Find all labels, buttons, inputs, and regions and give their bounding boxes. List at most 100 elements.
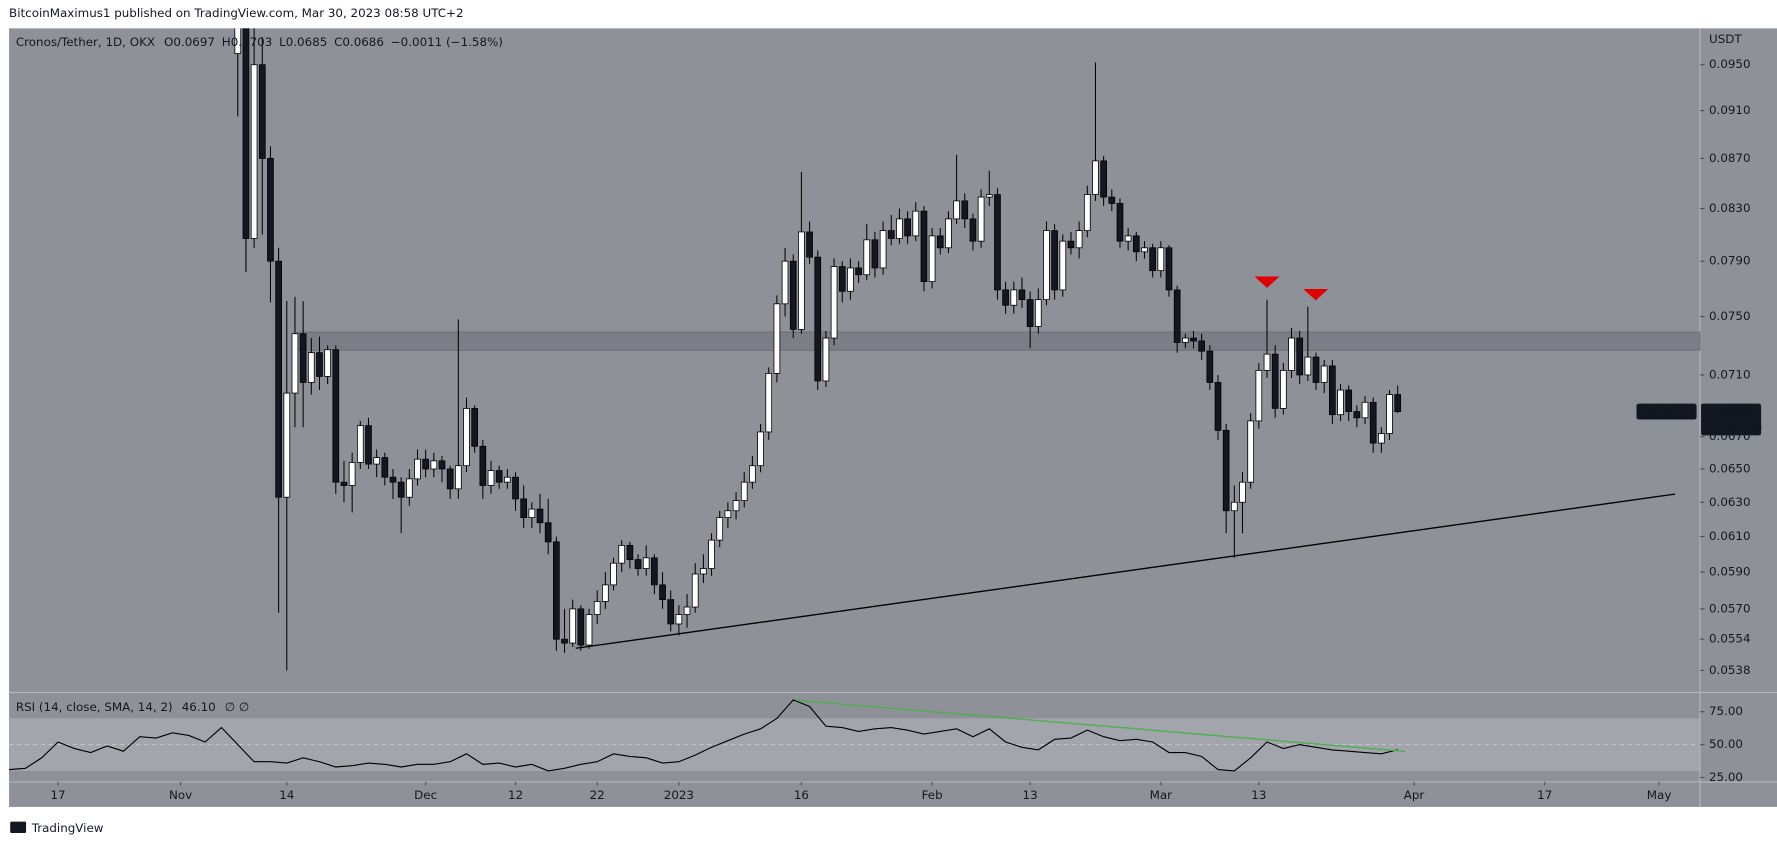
y-tick-label: 0.0750 <box>1709 309 1751 323</box>
candle-body <box>879 230 887 269</box>
candle-body <box>700 568 707 575</box>
candle-body <box>740 481 748 501</box>
candle-body <box>267 158 274 262</box>
candle-body <box>365 425 372 465</box>
x-tick-label: 17 <box>51 788 66 802</box>
candle-body <box>1190 337 1197 342</box>
candle-body <box>463 408 470 467</box>
footer-logo: TradingView <box>10 821 104 835</box>
ohlc-value: 0.0686 <box>342 34 384 48</box>
candle-body <box>1271 353 1279 409</box>
candle-body <box>1345 389 1353 412</box>
ohlc-letter: L <box>279 34 286 48</box>
rsi-line <box>9 699 1398 772</box>
y-tick-label: 0.0538 <box>1709 663 1751 677</box>
candle-body <box>887 230 895 239</box>
x-tick-label: 14 <box>279 788 294 802</box>
candle-body <box>561 638 568 644</box>
candle-body <box>1141 247 1148 253</box>
candle-body <box>405 478 413 498</box>
y-tick-label: 0.0910 <box>1709 103 1751 117</box>
candle-body <box>626 545 634 560</box>
candle-body <box>348 462 356 486</box>
rsi-extra: ∅ ∅ <box>225 700 249 714</box>
x-tick-label: 12 <box>508 788 523 802</box>
candle-body <box>1222 429 1230 512</box>
candle-body <box>1239 481 1246 503</box>
y-tick-label: 0.0630 <box>1709 495 1751 509</box>
candle-body <box>953 200 960 220</box>
x-tick-label: 17 <box>1537 788 1552 802</box>
candle-body <box>1206 350 1214 383</box>
candle-body <box>928 235 936 283</box>
candle-body <box>724 510 732 519</box>
candle-body <box>716 517 724 541</box>
y-tick-label: 0.0870 <box>1709 151 1751 165</box>
ohlc-value: 0.0697 <box>173 34 215 48</box>
candle-body <box>642 557 650 569</box>
x-tick-label: Nov <box>169 788 192 802</box>
candle-body <box>1386 394 1393 434</box>
candle-body <box>593 601 601 615</box>
x-tick-label: 13 <box>1251 788 1266 802</box>
rsi-lines <box>9 699 1398 772</box>
candle-body <box>667 599 675 625</box>
candle-body <box>675 614 683 625</box>
candle-body <box>1034 299 1042 327</box>
y-tick-label: 0.0610 <box>1709 529 1751 543</box>
candle-body <box>691 573 699 608</box>
candle-body <box>961 200 969 220</box>
candle-body <box>1067 240 1075 249</box>
candle-body <box>814 256 822 382</box>
candle-body <box>438 460 446 470</box>
rsi-tick-label: 75.00 <box>1709 704 1743 718</box>
candle-body <box>863 239 871 276</box>
ticker-box <box>1636 403 1697 420</box>
candle-body <box>1124 235 1132 242</box>
candle-body <box>806 231 813 258</box>
x-tick-label: Mar <box>1150 788 1173 802</box>
candle-body <box>1051 230 1058 291</box>
candle-body <box>732 500 740 512</box>
red-marker <box>1254 276 1280 288</box>
candle-body <box>830 266 838 339</box>
candle-body <box>553 541 560 640</box>
candle-body <box>479 445 487 486</box>
candle-body <box>945 218 952 249</box>
candle-body <box>1320 365 1328 383</box>
rsi-tick-label: 25.00 <box>1709 770 1743 784</box>
candle-body <box>936 235 944 249</box>
candle-body <box>912 210 920 237</box>
red-marker <box>1303 288 1329 301</box>
candle-body <box>487 470 495 486</box>
candle-body <box>397 481 405 498</box>
candle-body <box>969 218 977 242</box>
candle-body <box>977 196 985 242</box>
candle-body <box>454 465 462 490</box>
candle-body <box>1100 160 1107 198</box>
candle-body <box>1214 382 1222 431</box>
candle-body <box>610 562 617 586</box>
candle-body <box>1263 353 1271 371</box>
x-tick-label: 2023 <box>664 788 694 802</box>
logo-mark <box>10 821 27 833</box>
candle-body <box>585 614 593 646</box>
currency-label: USDT <box>1709 32 1742 46</box>
candle-body <box>749 465 756 483</box>
candle-body <box>1149 247 1156 272</box>
x-tick-label: 22 <box>590 788 605 802</box>
candle-body <box>1043 230 1050 301</box>
candle-body <box>798 231 805 330</box>
candle-body <box>1010 289 1018 306</box>
candle-body <box>683 606 691 615</box>
candle-body <box>332 349 340 483</box>
countdown-label: 17:01:28 <box>1709 419 1762 433</box>
candle-body <box>708 539 715 569</box>
candle-body <box>234 28 242 54</box>
candle-body <box>1394 394 1402 412</box>
candle-body <box>1337 389 1344 416</box>
y-tick-label: 0.0650 <box>1709 461 1751 475</box>
candle-body <box>822 337 830 382</box>
